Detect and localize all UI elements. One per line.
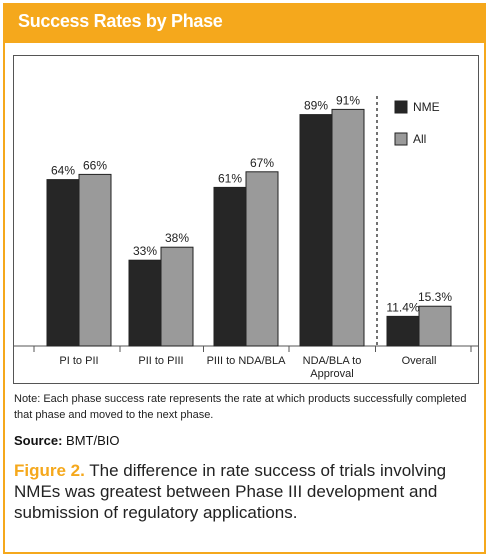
bar-nme-1 xyxy=(128,259,162,347)
category-label-3: NDA/BLA to Approval xyxy=(303,355,362,380)
bar-all-1 xyxy=(160,246,194,347)
data-label-nme-2: 61% xyxy=(218,171,242,185)
source-line: Source: BMT/BIO xyxy=(14,433,119,448)
bar-all-3 xyxy=(331,108,365,347)
title-banner: Success Rates by Phase xyxy=(5,5,484,43)
legend-swatch-all xyxy=(394,132,408,146)
chart-title: Success Rates by Phase xyxy=(18,11,223,31)
category-label-1: PII to PIII xyxy=(138,355,183,367)
legend-label-all: All xyxy=(413,132,426,146)
legend-label-nme: NME xyxy=(413,100,440,114)
data-label-all-0: 66% xyxy=(83,158,107,172)
source-label: Source: xyxy=(14,433,63,448)
bar-all-4 xyxy=(418,305,452,347)
data-label-all-4: 15.3% xyxy=(418,290,452,304)
data-label-nme-4: 11.4% xyxy=(386,300,419,314)
data-label-all-2: 67% xyxy=(250,156,274,170)
data-label-nme-1: 33% xyxy=(133,244,157,258)
bar-all-0 xyxy=(78,173,112,347)
bar-all-2 xyxy=(245,171,279,347)
bar-nme-3 xyxy=(299,114,333,347)
data-label-all-1: 38% xyxy=(165,231,189,245)
figure-caption: Figure 2. The difference in rate success… xyxy=(14,460,480,523)
figure-frame: Success Rates by Phase 64% 33% 61% 89% 11.4%… xyxy=(3,3,486,554)
source-text: BMT/BIO xyxy=(66,433,120,448)
category-label-2: PIII to NDA/BLA xyxy=(207,355,287,367)
chart-area: 64% 33% 61% 89% 11.4% 66% 38% 67% 91% 15.3% PI to … xyxy=(13,55,479,384)
category-label-4: Overall xyxy=(402,355,437,367)
legend-swatch-nme xyxy=(394,100,408,114)
caption-text: The difference in rate success of trials… xyxy=(14,461,447,522)
chart-note: Note: Each phase success rate represents… xyxy=(14,393,467,421)
figure-label: Figure 2. xyxy=(14,461,85,480)
category-label-0: PI to PII xyxy=(59,355,98,367)
data-label-all-3: 91% xyxy=(336,93,360,107)
bar-nme-4 xyxy=(386,315,420,347)
bar-nme-0 xyxy=(46,179,80,347)
bar-chart: 64% 33% 61% 89% 11.4% 66% 38% 67% 91% 15.3% PI to … xyxy=(14,93,478,380)
bar-nme-2 xyxy=(213,186,247,347)
data-label-nme-3: 89% xyxy=(304,99,328,113)
data-label-nme-0: 64% xyxy=(51,164,75,178)
